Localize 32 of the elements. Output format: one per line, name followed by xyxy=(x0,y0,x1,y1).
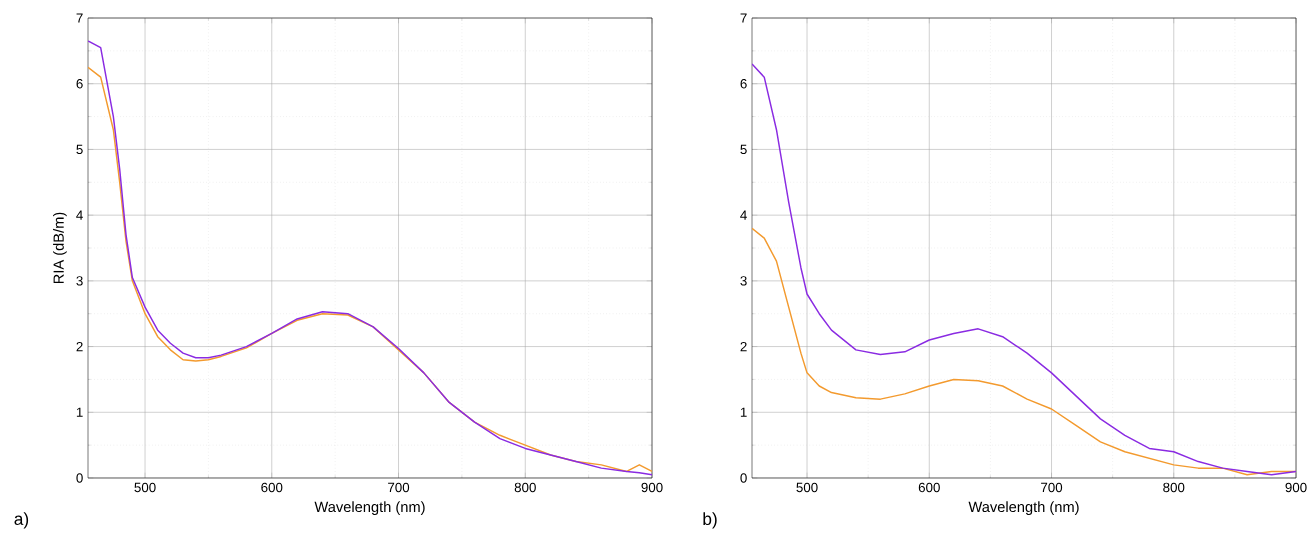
x-tick-label: 800 xyxy=(514,482,536,493)
y-tick-label: 2 xyxy=(740,341,747,352)
y-tick-label: 5 xyxy=(76,144,83,155)
y-tick-label: 6 xyxy=(76,79,83,89)
y-tick-label: 7 xyxy=(740,13,747,23)
x-tick-label: 600 xyxy=(261,482,283,493)
y-tick-label: 4 xyxy=(76,210,83,220)
x-tick-label: 500 xyxy=(796,482,818,493)
y-tick-label: 5 xyxy=(740,144,747,155)
x-tick-label: 700 xyxy=(388,482,410,493)
x-tick-label: 700 xyxy=(1041,482,1063,493)
x-tick-label: 500 xyxy=(134,482,156,493)
y-tick-label: 0 xyxy=(740,473,747,483)
y-tick-label: 0 xyxy=(76,473,83,483)
x-tick-label: 600 xyxy=(918,482,940,493)
x-tick-label: 900 xyxy=(641,482,663,493)
y-tick-label: 3 xyxy=(76,276,83,286)
y-tick-label: 1 xyxy=(76,407,83,417)
y-tick-label: 7 xyxy=(76,13,83,23)
y-tick-label: 1 xyxy=(740,407,747,417)
y-tick-label: 2 xyxy=(76,341,83,352)
text: b) xyxy=(703,512,717,529)
line-series xyxy=(752,63,1297,476)
y-axis-title: RIA (dB/m) xyxy=(53,212,67,284)
x-axis-title: Wavelength (nm) xyxy=(314,501,425,515)
y-tick-label: 3 xyxy=(740,276,747,286)
y-tick-label: 6 xyxy=(740,79,747,89)
y-tick-label: 4 xyxy=(740,210,747,220)
x-tick-label: 800 xyxy=(1163,482,1185,493)
text: a) xyxy=(14,512,29,529)
x-axis-title: Wavelength (nm) xyxy=(968,501,1079,515)
x-tick-label: 900 xyxy=(1285,482,1307,493)
